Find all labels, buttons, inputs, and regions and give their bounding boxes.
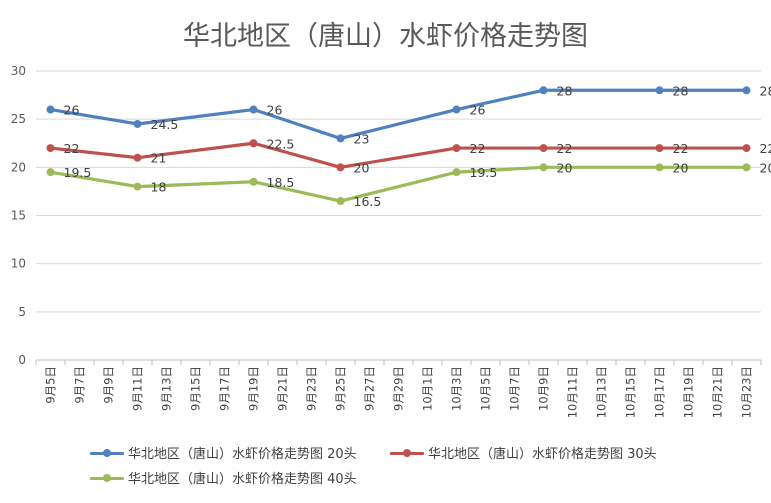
data-point	[539, 144, 548, 153]
data-point	[452, 144, 461, 153]
x-tick-label: 10月17日	[653, 366, 667, 418]
x-tick-label: 10月21日	[711, 366, 725, 418]
y-tick-label: 25	[11, 112, 26, 126]
data-label: 28	[673, 83, 689, 98]
data-point	[133, 153, 142, 162]
data-label: 28	[760, 83, 771, 98]
data-label: 22	[557, 141, 573, 156]
data-label: 24.5	[151, 117, 179, 132]
data-point	[133, 119, 142, 128]
data-label: 26	[470, 103, 486, 118]
x-tick-label: 9月9日	[102, 366, 116, 404]
series-line-1	[50, 88, 747, 141]
legend-label: 华北地区（唐山）水虾价格走势图 30头	[428, 447, 657, 462]
legend-swatch	[390, 447, 424, 459]
data-point	[452, 168, 461, 177]
data-point	[539, 163, 548, 172]
data-label: 18.5	[267, 175, 295, 190]
data-label: 20	[760, 160, 771, 175]
data-point	[742, 163, 751, 172]
y-tick-label: 15	[11, 209, 26, 223]
data-point	[336, 134, 345, 143]
data-point	[249, 139, 258, 148]
x-tick-label: 9月5日	[44, 366, 58, 404]
data-point	[452, 105, 461, 114]
data-label: 28	[557, 83, 573, 98]
series-line-3	[50, 165, 747, 203]
y-tick-label: 30	[11, 64, 26, 78]
legend-swatch	[90, 447, 124, 459]
x-tick-label: 9月25日	[334, 366, 348, 411]
data-label: 20	[557, 160, 573, 175]
x-tick-label: 10月23日	[740, 366, 754, 418]
x-tick-label: 9月15日	[189, 366, 203, 411]
data-point	[539, 86, 548, 95]
y-tick-label: 20	[11, 160, 26, 174]
legend-label: 华北地区（唐山）水虾价格走势图 40头	[128, 472, 357, 487]
data-point	[46, 168, 55, 177]
x-tick-label: 9月29日	[392, 366, 406, 411]
x-tick-label: 10月3日	[450, 366, 464, 411]
data-label: 23	[354, 131, 370, 146]
legend-item: 华北地区（唐山）水虾价格走势图 30头	[390, 443, 657, 462]
data-point	[655, 163, 664, 172]
data-point	[46, 105, 55, 114]
data-label: 22	[673, 141, 689, 156]
x-tick-label: 9月11日	[131, 366, 145, 411]
data-point	[742, 144, 751, 153]
data-label: 18	[151, 180, 167, 195]
x-tick-label: 9月7日	[73, 366, 87, 404]
data-point	[336, 197, 345, 206]
x-tick-label: 10月9日	[537, 366, 551, 411]
data-label: 22.5	[267, 136, 295, 151]
y-tick-label: 5	[18, 305, 26, 319]
x-tick-label: 9月13日	[160, 366, 174, 411]
x-tick-label: 9月23日	[305, 366, 319, 411]
x-tick-label: 10月15日	[624, 366, 638, 418]
data-label: 21	[151, 151, 167, 166]
x-tick-label: 9月27日	[363, 366, 377, 411]
x-tick-label: 9月21日	[276, 366, 290, 411]
y-tick-label: 10	[11, 257, 26, 271]
x-tick-label: 10月13日	[595, 366, 609, 418]
x-tick-label: 10月19日	[682, 366, 696, 418]
x-tick-label: 10月1日	[421, 366, 435, 411]
x-tick-label: 9月17日	[218, 366, 232, 411]
x-tick-label: 10月7日	[508, 366, 522, 411]
data-point	[133, 182, 142, 191]
y-tick-label: 0	[18, 353, 26, 367]
legend-item: 华北地区（唐山）水虾价格走势图 20头	[90, 443, 357, 462]
x-tick-label: 10月11日	[566, 366, 580, 418]
data-label: 22	[64, 141, 80, 156]
data-label: 26	[267, 103, 283, 118]
data-point	[249, 177, 258, 186]
data-point	[46, 144, 55, 153]
data-point	[742, 86, 751, 95]
data-point	[655, 144, 664, 153]
x-tick-label: 10月5日	[479, 366, 493, 411]
data-label: 19.5	[470, 165, 498, 180]
legend-label: 华北地区（唐山）水虾价格走势图 20头	[128, 447, 357, 462]
data-label: 16.5	[354, 194, 382, 209]
series-line-2	[50, 141, 747, 169]
data-label: 22	[470, 141, 486, 156]
data-point	[655, 86, 664, 95]
chart-title: 华北地区（唐山）水虾价格走势图	[183, 21, 588, 52]
data-label: 19.5	[64, 165, 92, 180]
data-point	[249, 105, 258, 114]
data-label: 20	[673, 160, 689, 175]
data-label: 20	[354, 160, 370, 175]
x-tick-label: 9月19日	[247, 366, 261, 411]
legend-swatch	[90, 472, 124, 484]
data-label: 22	[760, 141, 771, 156]
data-label: 26	[64, 103, 80, 118]
data-point	[336, 163, 345, 172]
legend-item: 华北地区（唐山）水虾价格走势图 40头	[90, 468, 357, 487]
